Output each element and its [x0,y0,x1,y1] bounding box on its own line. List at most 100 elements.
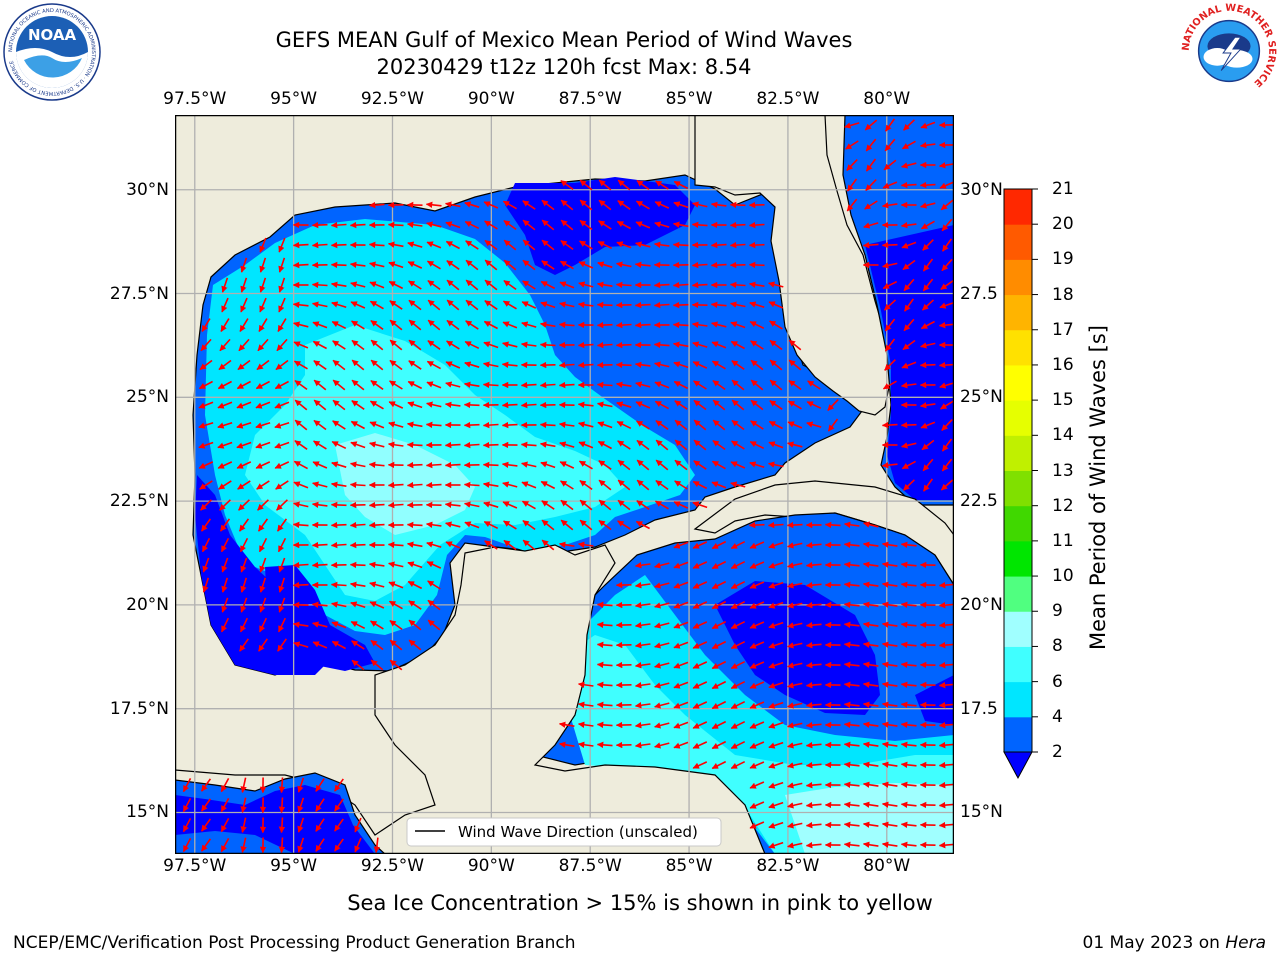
colorbar [1003,188,1038,780]
wind-wave-arrow [577,721,594,728]
wind-wave-arrow [240,557,248,573]
wind-wave-arrow [369,400,384,410]
wind-wave-arrow [787,722,803,729]
wind-wave-arrow [787,782,803,789]
wind-wave-arrow [275,480,289,490]
wind-wave-arrow [787,742,803,749]
wind-wave-arrow [730,340,745,350]
wind-wave-arrow [577,361,594,369]
wind-wave-arrow [238,499,250,511]
wind-wave-arrow [730,660,746,670]
wind-wave-arrow [334,838,344,852]
footer-date: 01 May 2023 on Hera [1083,933,1267,953]
wind-wave-arrow [277,638,287,652]
wind-wave-arrow [426,241,442,249]
wind-wave-arrow [862,721,879,728]
wind-wave-arrow [653,341,670,349]
wind-wave-arrow [843,681,860,688]
wind-wave-arrow [297,797,305,813]
wind-wave-arrow [293,481,309,489]
wind-wave-arrow [311,561,328,569]
wind-wave-arrow [768,801,784,809]
wind-wave-arrow [258,638,268,652]
wind-wave-arrow [939,181,954,189]
wind-wave-arrow [805,621,822,629]
wind-wave-arrow [862,621,879,628]
wind-wave-arrow [577,541,594,548]
wind-wave-arrow [200,518,212,532]
wind-wave-arrow [787,441,803,448]
wind-wave-arrow [388,581,404,589]
wind-wave-arrow [768,761,784,769]
wind-wave-arrow [522,239,536,251]
wind-wave-arrow [862,741,879,748]
wind-wave-arrow [351,320,365,330]
caribbean-deep-blue [715,581,880,715]
wind-wave-arrow [596,401,613,408]
wind-wave-arrow [901,361,917,369]
gulf-deep-blue-campeche [265,565,375,671]
wind-wave-arrow [938,801,954,809]
wind-wave-arrow [920,220,935,230]
wind-wave-arrow [274,421,290,429]
wind-wave-arrow [220,318,230,332]
colorbar-tick-label: 11 [1052,530,1074,551]
colorbar-segment [1004,364,1032,401]
wind-wave-arrow [921,439,935,451]
wind-wave-arrow [673,501,689,509]
wind-wave-arrow [674,439,688,451]
wind-wave-arrow [881,661,898,668]
wind-wave-arrow [256,480,270,490]
wind-wave-arrow [351,339,365,351]
wind-wave-arrow [749,741,765,749]
wind-wave-arrow [597,440,612,450]
wind-wave-arrow [900,841,917,848]
wind-wave-arrow [274,380,289,390]
wind-wave-arrow [730,680,746,690]
wind-wave-arrow [520,381,537,389]
wind-wave-arrow [502,501,518,509]
wind-wave-arrow [540,480,556,490]
wind-wave-arrow [919,142,936,149]
wind-wave-arrow [259,577,267,593]
colorbar-segment [1004,329,1032,366]
wind-wave-arrow [673,561,689,569]
wind-wave-arrow [901,140,916,150]
colorbar-tick-label: 16 [1052,354,1074,375]
wind-wave-arrow [617,499,631,511]
wind-wave-arrow [730,481,746,488]
wind-wave-arrow [636,459,650,471]
wind-wave-arrow [202,557,210,573]
lat-tick-label: 22.5°N [109,491,169,512]
wind-wave-arrow [482,381,499,389]
wind-wave-arrow [596,621,613,629]
wind-wave-arrow [653,301,670,309]
wind-wave-arrow [540,301,556,309]
wind-wave-arrow [198,380,213,390]
wind-wave-arrow [901,460,916,470]
wind-wave-arrow [903,119,915,131]
wind-wave-arrow [805,821,822,829]
wind-wave-arrow [236,380,251,390]
wind-wave-arrow [768,281,784,288]
wind-wave-arrow [426,260,441,270]
wind-wave-arrow [351,359,365,371]
wind-wave-arrow [293,501,309,508]
colorbar-tick-label: 15 [1052,390,1074,411]
wind-wave-arrow [672,281,689,289]
wind-wave-arrow [259,277,267,293]
wind-wave-arrow [520,341,537,348]
wind-wave-arrow [615,341,632,349]
lat-tick-label: 27.5 [960,283,998,304]
wind-wave-arrow [938,701,954,709]
wind-wave-arrow [578,261,594,269]
map-frame [175,115,954,854]
wind-wave-arrow [881,701,898,708]
wind-wave-arrow [693,460,707,470]
wind-wave-arrow [220,778,230,793]
wind-wave-arrow [370,379,384,391]
wind-wave-arrow [749,641,765,649]
wind-wave-arrow [274,401,290,409]
wind-wave-arrow [444,201,461,208]
wind-wave-arrow [240,297,248,313]
